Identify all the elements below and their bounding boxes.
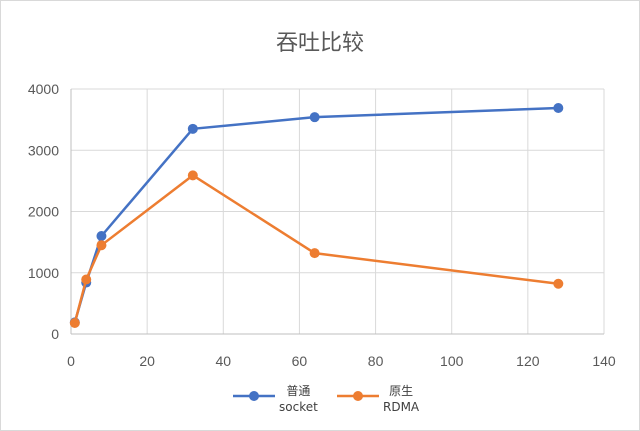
x-tick-label: 60 xyxy=(292,353,308,369)
legend-label-rdma: 原生 RDMA xyxy=(383,383,419,415)
legend-swatch-rdma xyxy=(337,391,379,401)
legend: 普通 socket 原生 RDMA xyxy=(1,383,639,423)
y-tick-label: 2000 xyxy=(28,204,59,220)
x-tick-label: 140 xyxy=(592,353,616,369)
x-tick-label: 0 xyxy=(67,353,75,369)
x-tick-label: 100 xyxy=(440,353,464,369)
y-tick-label: 0 xyxy=(51,326,59,342)
chart-title: 吞吐比较 xyxy=(275,31,364,56)
y-tick-label: 1000 xyxy=(28,265,59,281)
series-point-0 xyxy=(553,102,564,113)
series-point-1 xyxy=(69,317,80,328)
y-tick-label: 3000 xyxy=(28,142,59,158)
series-point-1 xyxy=(81,274,92,285)
x-tick-label: 80 xyxy=(368,353,384,369)
series-point-1 xyxy=(96,240,107,251)
legend-label-socket: 普通 socket xyxy=(279,383,318,415)
legend-label-socket-line2: socket xyxy=(279,400,318,414)
plot-area: 0 1000 2000 3000 4000 0 20 40 60 80 100 120 140 xyxy=(28,81,616,369)
x-tick-label: 20 xyxy=(139,353,155,369)
legend-label-rdma-line2: RDMA xyxy=(383,400,420,414)
series-point-1 xyxy=(309,248,320,259)
x-tick-label: 40 xyxy=(215,353,231,369)
series-point-0 xyxy=(96,231,107,241)
series-point-1 xyxy=(187,170,198,181)
legend-label-rdma-line1: 原生 xyxy=(389,384,414,398)
legend-swatch-socket xyxy=(233,391,275,401)
y-tick-label: 4000 xyxy=(28,81,59,97)
legend-label-socket-line1: 普通 xyxy=(286,384,311,398)
series-point-0 xyxy=(309,112,320,123)
series-line-1 xyxy=(73,174,559,324)
series-point-0 xyxy=(187,123,198,134)
x-tick-label: 120 xyxy=(516,353,540,369)
series-point-1 xyxy=(553,278,564,289)
